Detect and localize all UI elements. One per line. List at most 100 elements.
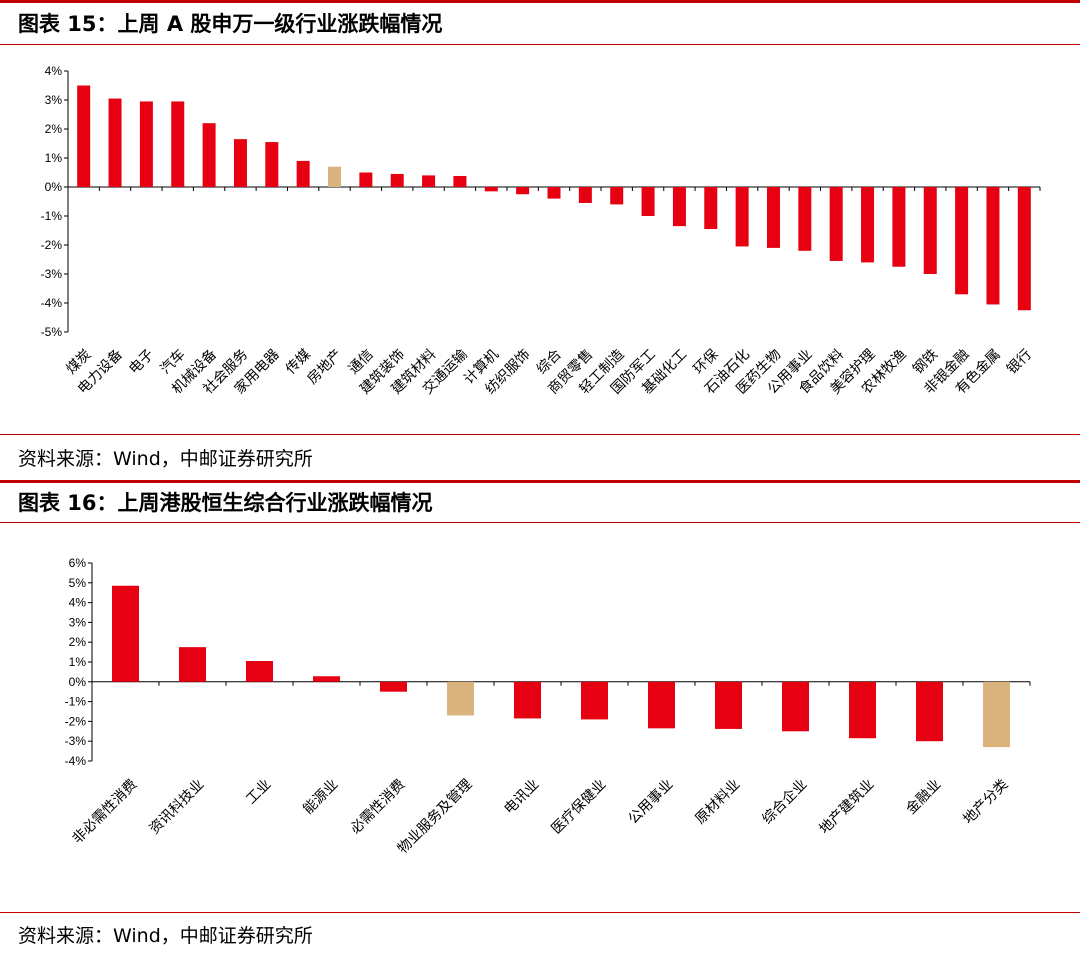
y-tick-label: 0% — [69, 675, 87, 689]
category-label-10: 原材料业 — [692, 777, 743, 828]
y-tick-label: 2% — [69, 635, 87, 649]
bar-23 — [766, 187, 780, 248]
bar-13 — [453, 175, 467, 187]
bar-9 — [328, 166, 342, 187]
y-tick-label: -4% — [41, 296, 63, 310]
bar-26 — [861, 187, 875, 263]
figure2-source: 资料来源：Wind，中邮证券研究所 — [18, 925, 313, 947]
y-tick-label: 1% — [69, 655, 87, 669]
y-tick-label: 2% — [45, 122, 63, 136]
chart2-axes: 6% 5% 4% 3% 2% 1% 0% -1% -2% -3% -4% — [65, 556, 1031, 768]
chart2-bars — [112, 585, 1010, 748]
y-tick-label: 6% — [69, 556, 87, 570]
category-label-8: 医疗保健业 — [549, 777, 610, 838]
y-tick-label: 1% — [45, 151, 63, 165]
bar-2 — [108, 98, 122, 187]
bar-10 — [359, 172, 373, 187]
bar-11 — [782, 681, 809, 732]
y-tick-label: 0% — [45, 180, 63, 194]
y-tick-label: 5% — [69, 576, 87, 590]
bar-6 — [233, 139, 247, 187]
category-label-9: 公用事业 — [625, 777, 676, 828]
bar-25 — [829, 187, 843, 261]
bar-28 — [923, 187, 937, 274]
category-label-3: 工业 — [243, 777, 274, 808]
bar-21 — [704, 187, 718, 230]
bar-4 — [313, 676, 340, 682]
bar-18 — [610, 187, 624, 205]
figure1-source-rule — [0, 434, 1080, 435]
bar-19 — [641, 187, 655, 216]
figure2-top-rule — [0, 480, 1080, 483]
bar-20 — [672, 187, 686, 227]
y-tick-label: -1% — [65, 695, 87, 709]
y-tick-label: -1% — [41, 209, 63, 223]
bar-5 — [202, 123, 216, 187]
y-tick-label: 3% — [69, 615, 87, 629]
y-tick-label: -4% — [65, 754, 87, 768]
bar-1 — [77, 85, 91, 187]
bar-12 — [422, 175, 436, 187]
bar-14 — [983, 681, 1010, 748]
figure2-title: 图表 16：上周港股恒生综合行业涨跌幅情况 — [18, 491, 433, 515]
bar-5 — [380, 681, 407, 692]
y-tick-label: -3% — [65, 734, 87, 748]
bar-24 — [798, 187, 812, 251]
chart1-bars — [77, 85, 1031, 311]
category-label-11: 综合企业 — [759, 776, 811, 828]
category-label-12: 地产建筑业 — [817, 777, 878, 838]
figure2-source-rule — [0, 912, 1080, 913]
bar-11 — [390, 173, 404, 187]
y-tick-label: -5% — [41, 325, 63, 339]
bar-3 — [139, 101, 153, 187]
category-label-13: 金融业 — [903, 777, 944, 818]
category-label-5: 必需性消费 — [348, 777, 409, 838]
category-label-9: 房地产 — [304, 347, 345, 388]
bar-14 — [484, 187, 498, 192]
bar-6 — [447, 681, 474, 716]
y-tick-label: 3% — [45, 93, 63, 107]
figure1-source: 资料来源：Wind，中邮证券研究所 — [18, 448, 313, 470]
bar-30 — [986, 187, 1000, 305]
bar-4 — [171, 101, 185, 187]
figure1-title: 图表 15：上周 A 股申万一级行业涨跌幅情况 — [18, 12, 443, 36]
bar-16 — [547, 187, 561, 199]
figure1-top-rule — [0, 0, 1080, 3]
figure1-title-rule — [0, 44, 1080, 45]
bar-17 — [578, 187, 592, 203]
bar-13 — [916, 681, 943, 742]
category-label-31: 银行 — [1004, 347, 1035, 378]
y-tick-label: 4% — [45, 64, 63, 78]
category-label-4: 能源业 — [300, 777, 341, 818]
bar-31 — [1017, 187, 1031, 311]
bar-8 — [581, 681, 608, 720]
bar-9 — [648, 681, 675, 729]
category-label-14: 地产分类 — [960, 777, 1011, 828]
figure2-title-rule — [0, 522, 1080, 523]
y-tick-label: 4% — [69, 596, 87, 610]
bar-22 — [735, 187, 749, 247]
bar-27 — [892, 187, 906, 267]
category-label-3: 电子 — [126, 347, 157, 378]
bar-7 — [514, 681, 541, 719]
bar-8 — [296, 160, 310, 187]
y-tick-label: -2% — [65, 714, 87, 728]
y-tick-label: -3% — [41, 267, 63, 281]
category-label-1: 非必需性消费 — [70, 777, 141, 848]
bar-3 — [246, 661, 273, 682]
bar-12 — [849, 681, 876, 739]
category-label-7: 电讯业 — [501, 777, 542, 818]
chart2-svg: 6% 5% 4% 3% 2% 1% 0% -1% -2% -3% -4% 非必需性消费 资讯科技业 工业… — [65, 556, 1031, 857]
bar-1 — [112, 585, 139, 682]
bar-2 — [179, 647, 206, 682]
bar-10 — [715, 681, 742, 729]
y-tick-label: -2% — [41, 238, 63, 252]
bar-7 — [265, 142, 279, 187]
chart1-axes: 4% 3% 2% 1% 0% -1% -2% -3% -4% -5% — [41, 64, 1041, 339]
bar-29 — [955, 187, 969, 295]
bar-15 — [516, 187, 530, 195]
category-label-2: 资讯科技业 — [147, 777, 208, 838]
